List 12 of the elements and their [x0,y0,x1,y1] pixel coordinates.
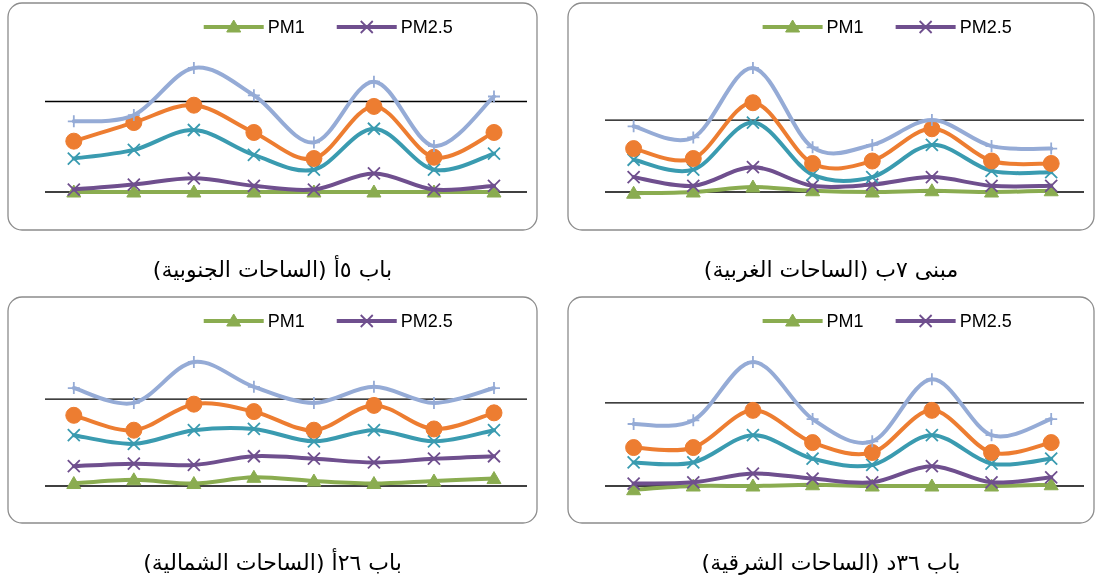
text: باب ٣٦د (الساحات الشرقية) [701,550,961,575]
text: باب ٥أ (الساحات الجنوبية) [152,255,393,282]
legend-label: PM2.5 [959,17,1012,37]
legend-label: PM2.5 [400,311,453,331]
text: مبنى ٧ب (الساحات الغربية) [703,257,959,282]
legend-label: PM1 [826,311,864,331]
text: باب ٢٦أ (الساحات الشمالية) [143,548,402,575]
legend-label: PM1 [267,311,305,331]
legend-label: PM2.5 [959,311,1012,331]
legend-label: PM2.5 [400,17,453,37]
legend-label: PM1 [826,17,864,37]
legend-label: PM1 [267,17,305,37]
